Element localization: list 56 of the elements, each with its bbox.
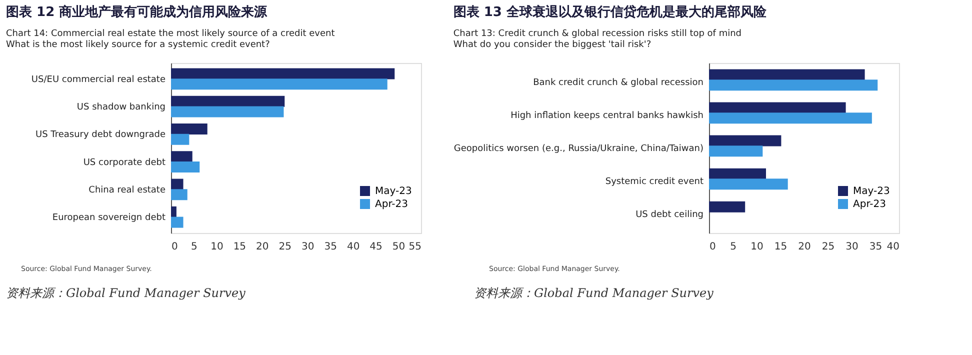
y-tick-label: Systemic credit event	[605, 177, 704, 188]
legend-label: Apr-23	[853, 199, 886, 210]
x-tick-label: 10	[210, 242, 224, 252]
text: Chart 13: Credit crunch & global recession risks still top of mind	[453, 29, 742, 39]
legend-label: May-23	[853, 186, 890, 197]
bar	[171, 216, 184, 228]
bar	[171, 206, 176, 218]
y-tick-label: US corporate debt	[83, 158, 166, 168]
y-tick-label: US debt ceiling	[636, 210, 704, 220]
bar	[171, 189, 188, 200]
x-tick-label: 40	[886, 242, 900, 252]
x-tick-label: 35	[869, 242, 882, 252]
x-tick-label: 40	[346, 242, 360, 252]
bar	[171, 151, 192, 162]
text: What is the most likely source for a systemic credit event?	[6, 40, 270, 50]
x-tick-label: 30	[301, 242, 314, 252]
bar	[171, 123, 208, 134]
y-tick-label: US Treasury debt downgrade	[36, 130, 166, 140]
x-tick-label: 5	[191, 242, 198, 252]
text: 资料来源：Global Fund Manager Survey	[474, 286, 714, 300]
bar	[171, 106, 284, 118]
text: What do you consider the biggest 'tail risk'?	[453, 40, 652, 50]
x-tick-label: 35	[324, 242, 337, 252]
x-tick-label: 20	[256, 242, 269, 252]
x-tick-label: 50	[392, 242, 406, 252]
x-tick-label: 5	[730, 242, 736, 252]
text: 资料来源：Global Fund Manager Survey	[6, 286, 246, 300]
x-tick-label: 15	[774, 242, 788, 252]
bar	[171, 178, 184, 190]
bar	[171, 96, 285, 107]
x-tick-label: 25	[278, 242, 292, 252]
legend-label: May-23	[375, 186, 412, 197]
x-tick-label: 0	[710, 242, 716, 252]
bar	[171, 162, 200, 173]
y-tick-label: European sovereign debt	[52, 213, 166, 224]
chart-subtitle: Chart 14: Commercial real estate the most likely source of a credit event	[6, 29, 336, 39]
legend-label: Apr-23	[375, 199, 408, 210]
x-tick-label: 25	[822, 242, 835, 252]
x-tick-label: 30	[846, 242, 858, 252]
y-tick-label: US/EU commercial real estate	[31, 74, 166, 85]
x-tick-label: 45	[370, 242, 382, 252]
x-tick-label: 15	[233, 242, 246, 252]
bar	[171, 78, 388, 90]
chart-title: 图表 13 全球衰退以及银行信贷危机是最大的尾部风险	[453, 4, 768, 20]
chart-title: 图表 12 商业地产最有可能成为信用风险来源	[6, 4, 268, 20]
x-tick-label: 10	[750, 242, 764, 252]
x-tick-label: 0	[172, 242, 178, 252]
y-tick-label: Geopolitics worsen (e.g., Russia/Ukraine, China/Taiwan)	[454, 144, 704, 154]
x-tick-label: 55	[408, 242, 422, 252]
y-tick-label: China real estate	[88, 185, 166, 196]
bar	[171, 134, 190, 145]
y-tick-label: High inflation keeps central banks hawkish	[510, 110, 704, 121]
y-tick-label: US shadow banking	[76, 102, 166, 113]
bar	[171, 68, 395, 80]
x-tick-label: 20	[798, 242, 811, 252]
y-tick-label: Bank credit crunch & global recession	[533, 78, 704, 88]
